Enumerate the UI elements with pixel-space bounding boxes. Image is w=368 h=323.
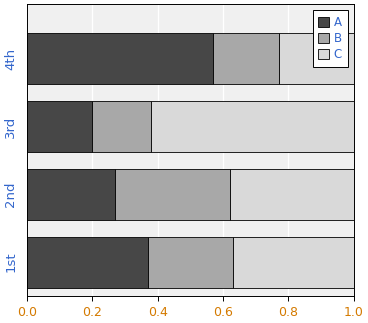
Bar: [151, 101, 354, 152]
Bar: [279, 33, 354, 84]
Bar: [27, 237, 148, 287]
Bar: [115, 169, 230, 220]
Legend: A, B, C: A, B, C: [312, 10, 348, 67]
Bar: [213, 33, 279, 84]
Bar: [92, 101, 151, 152]
Bar: [27, 101, 92, 152]
Bar: [233, 237, 354, 287]
Bar: [148, 237, 233, 287]
Bar: [230, 169, 354, 220]
Bar: [27, 169, 115, 220]
Bar: [27, 33, 213, 84]
